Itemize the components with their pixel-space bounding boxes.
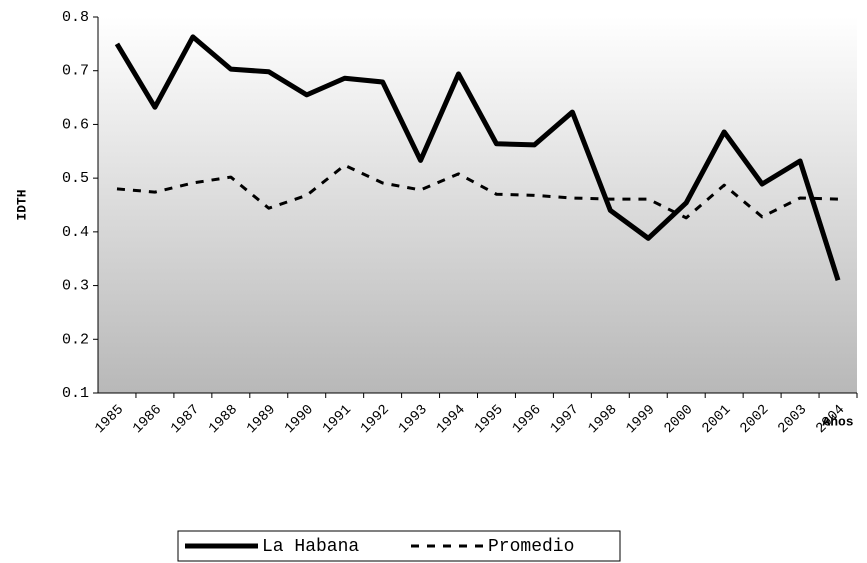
x-tick-label: 1987 [168, 402, 203, 437]
y-tick-label: 0.3 [62, 278, 89, 295]
legend-label: La Habana [262, 537, 359, 557]
y-tick-label: 0.2 [62, 331, 89, 348]
y-tick-label: 0.8 [62, 9, 89, 26]
y-tick-label: 0.4 [62, 224, 89, 241]
y-tick-label: 0.7 [62, 63, 89, 80]
x-tick-label: 1989 [244, 402, 279, 437]
y-tick-label: 0.6 [62, 116, 89, 133]
x-tick-label: 1990 [282, 402, 317, 437]
y-tick-label: 0.5 [62, 170, 89, 187]
x-tick-label: 2001 [699, 402, 734, 437]
plot-area [98, 17, 857, 393]
x-tick-label: 2002 [737, 402, 772, 437]
x-tick-label: 1996 [509, 402, 544, 437]
x-tick-label: 1986 [130, 402, 165, 437]
x-tick-label: 1995 [472, 402, 507, 437]
y-tick-label: 0.1 [62, 385, 89, 402]
series-line [114, 34, 841, 281]
y-axis-title: IDTH [14, 189, 29, 220]
x-tick-label: 1991 [320, 402, 355, 437]
x-tick-label: 1988 [206, 402, 241, 437]
x-axis-title: Años [822, 414, 853, 429]
x-tick-label: 1998 [585, 402, 620, 437]
x-tick-label: 1999 [623, 402, 658, 437]
x-tick-label: 2003 [775, 402, 810, 437]
legend-label: Promedio [488, 537, 574, 557]
x-tick-label: 1985 [92, 402, 127, 437]
x-tick-label: 1994 [434, 402, 469, 437]
x-tick-label: 1992 [358, 402, 393, 437]
x-tick-label: 1997 [547, 402, 582, 437]
x-tick-label: 1993 [396, 402, 431, 437]
x-tick-label: 2000 [661, 402, 696, 437]
